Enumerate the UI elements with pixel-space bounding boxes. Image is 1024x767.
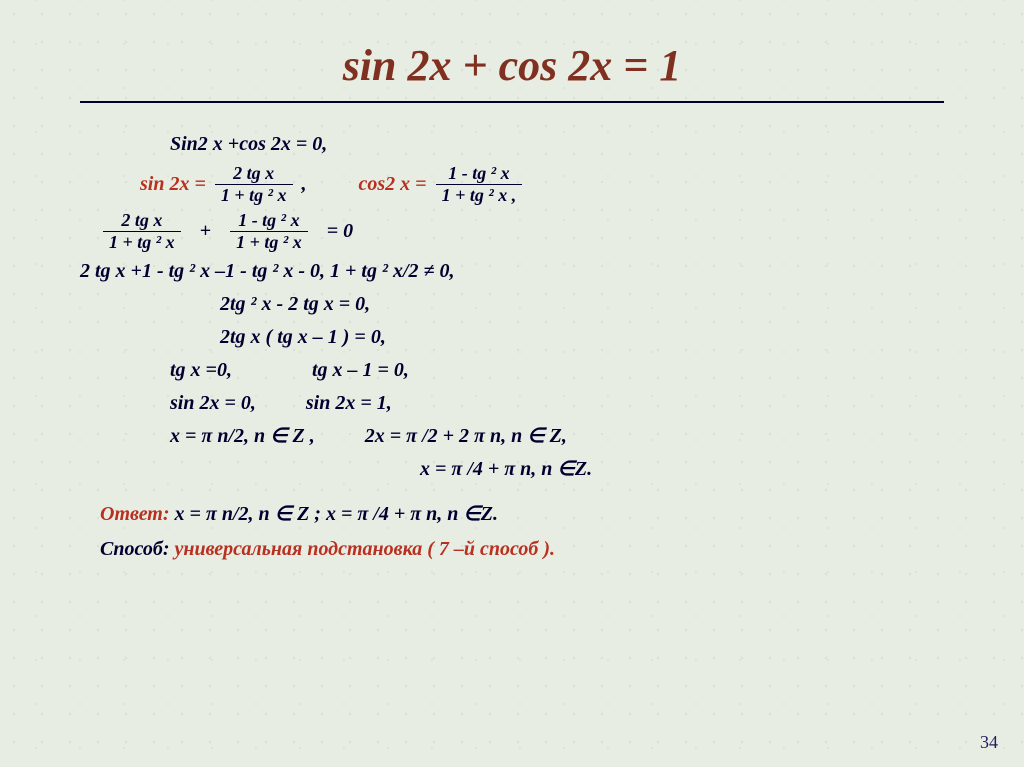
slide: sin 2x + cos 2x = 1 Sin2 x +cos 2x = 0, … xyxy=(0,0,1024,767)
eq-line-9: x = π n/2, n ∈ Z , 2x = π /2 + 2 π n, n … xyxy=(80,423,944,450)
page-number: 34 xyxy=(980,732,998,753)
eq-zero: = 0 xyxy=(317,218,353,245)
eq-7b: tg x – 1 = 0, xyxy=(312,359,409,381)
eq-line-10: x = π /4 + π n, n ∈Z. xyxy=(80,456,944,483)
frac-sum-a: 2 tg x 1 + tg ² x xyxy=(103,211,181,252)
slide-title: sin 2x + cos 2x = 1 xyxy=(80,40,944,91)
frac-cos2x-num: 1 - tg ² x xyxy=(436,164,523,185)
eq-8b: sin 2x = 1, xyxy=(306,392,392,414)
cos2x-label: cos2 x = xyxy=(359,171,427,198)
plus-sign: + xyxy=(190,218,221,245)
answer-body: x = π n/2, n ∈ Z ; x = π /4 + π n, n ∈Z. xyxy=(170,503,499,525)
eq-9b: 2x = π /2 + 2 π n, n ∈ Z, xyxy=(365,425,567,447)
frac-cos2x-den: 1 + tg ² x , xyxy=(436,185,523,205)
frac-sin2x-den: 1 + tg ² x xyxy=(215,185,293,205)
frac-sin2x-num: 2 tg x xyxy=(215,164,293,185)
eq-line-6: 2tg x ( tg x – 1 ) = 0, xyxy=(80,324,944,351)
method-line: Способ: универсальная подстановка ( 7 –й… xyxy=(80,536,944,563)
method-label: Способ: xyxy=(100,538,169,560)
frac-sum-b-num: 1 - tg ² x xyxy=(230,211,308,232)
eq-7a: tg x =0, xyxy=(170,359,232,381)
answer-label: Ответ: xyxy=(100,503,170,525)
sep-comma-1: , xyxy=(302,171,307,198)
frac-sin2x: 2 tg x 1 + tg ² x xyxy=(215,164,293,205)
frac-sum-a-num: 2 tg x xyxy=(103,211,181,232)
eq-line-1: Sin2 x +cos 2x = 0, xyxy=(80,131,944,158)
eq-9a: x = π n/2, n ∈ Z , xyxy=(170,425,315,447)
frac-sum-b: 1 - tg ² x 1 + tg ² x xyxy=(230,211,308,252)
eq-line-5: 2tg ² x - 2 tg x = 0, xyxy=(80,291,944,318)
frac-sum-a-den: 1 + tg ² x xyxy=(103,232,181,252)
method-body: универсальная подстановка ( 7 –й способ … xyxy=(169,538,555,560)
eq-line-7: tg x =0, tg x – 1 = 0, xyxy=(80,357,944,384)
slide-content: Sin2 x +cos 2x = 0, sin 2x = 2 tg x 1 + … xyxy=(80,131,944,563)
eq-line-8: sin 2x = 0, sin 2x = 1, xyxy=(80,390,944,417)
eq-line-3: 2 tg x 1 + tg ² x + 1 - tg ² x 1 + tg ² … xyxy=(80,211,944,252)
frac-sum-b-den: 1 + tg ² x xyxy=(230,232,308,252)
eq-8a: sin 2x = 0, xyxy=(170,392,256,414)
frac-cos2x: 1 - tg ² x 1 + tg ² x , xyxy=(436,164,523,205)
sin2x-label: sin 2x = xyxy=(140,171,206,198)
title-rule xyxy=(80,101,944,103)
answer-line: Ответ: x = π n/2, n ∈ Z ; x = π /4 + π n… xyxy=(80,501,944,528)
eq-line-2: sin 2x = 2 tg x 1 + tg ² x , cos2 x = 1 … xyxy=(80,164,944,205)
eq-line-4: 2 tg x +1 - tg ² x –1 - tg ² x - 0, 1 + … xyxy=(80,258,944,285)
